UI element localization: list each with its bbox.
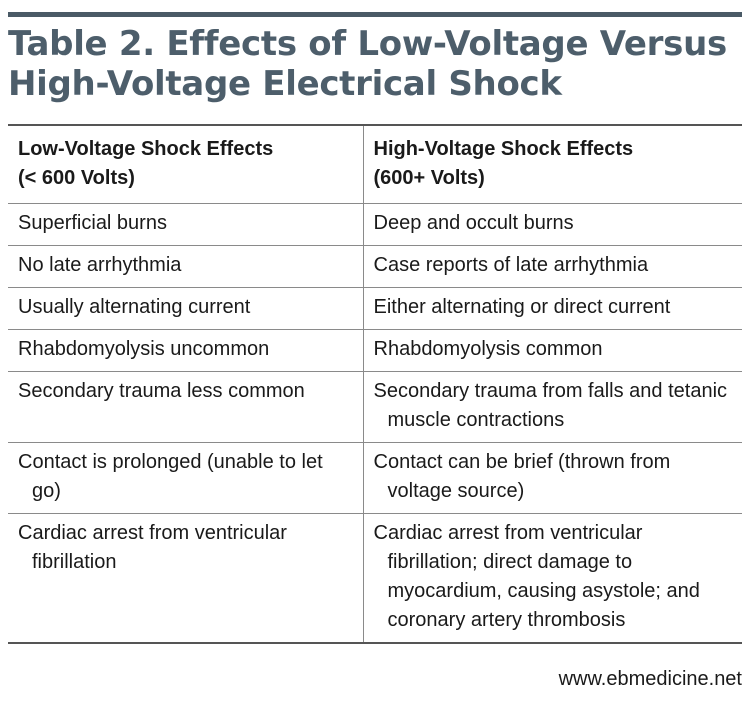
cell-text: Rhabdomyolysis common xyxy=(373,338,603,360)
header-low-voltage: Low-Voltage Shock Effects (< 600 Volts) xyxy=(8,124,364,204)
table-title-line-2: High-Voltage Electrical Shock xyxy=(8,64,562,104)
table-row: Usually alternating current Either alter… xyxy=(8,287,742,330)
header-row: Low-Voltage Shock Effects (< 600 Volts) … xyxy=(8,124,742,204)
low-voltage-cell: No late arrhythmia xyxy=(8,245,364,288)
table-row: Contact is prolonged (unable to let go) … xyxy=(8,442,742,514)
cell-text: Usually alternating current xyxy=(18,296,251,318)
header-high-voltage-label: High-Voltage Shock Effects xyxy=(373,138,634,160)
cell-text: Cardiac arrest from ventricular fibrilla… xyxy=(18,522,287,573)
high-voltage-cell: Deep and occult burns xyxy=(363,203,742,246)
low-voltage-cell: Usually alternating current xyxy=(8,287,364,330)
table-row: Rhabdomyolysis uncommon Rhabdomyolysis c… xyxy=(8,329,742,372)
header-high-voltage: High-Voltage Shock Effects (600+ Volts) xyxy=(363,124,742,204)
high-voltage-cell: Either alternating or direct current xyxy=(363,287,742,330)
cell-text: Deep and occult burns xyxy=(373,212,574,234)
high-voltage-cell: Rhabdomyolysis common xyxy=(363,329,742,372)
table-title-line-1: Table 2. Effects of Low-Voltage Versus xyxy=(8,24,727,64)
low-voltage-cell: Contact is prolonged (unable to let go) xyxy=(8,442,364,514)
high-voltage-cell: Case reports of late arrhythmia xyxy=(363,245,742,288)
table-title: Table 2. Effects of Low-Voltage Versus H… xyxy=(8,24,742,104)
low-voltage-cell: Secondary trauma less common xyxy=(8,371,364,443)
cell-text: Superficial burns xyxy=(18,212,167,234)
cell-text: Secondary trauma from falls and tetanic … xyxy=(373,380,728,431)
low-voltage-cell: Rhabdomyolysis uncommon xyxy=(8,329,364,372)
top-rule xyxy=(8,12,742,17)
cell-text: Either alternating or direct current xyxy=(373,296,671,318)
cell-text: No late arrhythmia xyxy=(18,254,182,276)
source-url: www.ebmedicine.net xyxy=(558,668,742,690)
high-voltage-cell: Cardiac arrest from ventricular fibrilla… xyxy=(363,513,742,644)
cell-text: Contact is prolonged (unable to let go) xyxy=(18,451,323,502)
high-voltage-cell: Contact can be brief (thrown from voltag… xyxy=(363,442,742,514)
header-low-voltage-label: Low-Voltage Shock Effects xyxy=(18,138,274,160)
cell-text: Rhabdomyolysis uncommon xyxy=(18,338,270,360)
header-low-voltage-range: (< 600 Volts) xyxy=(18,167,135,189)
table-row: No late arrhythmia Case reports of late … xyxy=(8,245,742,288)
cell-text: Contact can be brief (thrown from voltag… xyxy=(373,451,671,502)
cell-text: Secondary trauma less common xyxy=(18,380,305,402)
table-row: Superficial burns Deep and occult burns xyxy=(8,203,742,246)
low-voltage-cell: Cardiac arrest from ventricular fibrilla… xyxy=(8,513,364,644)
high-voltage-cell: Secondary trauma from falls and tetanic … xyxy=(363,371,742,443)
table-row: Secondary trauma less common Secondary t… xyxy=(8,371,742,443)
effects-table: Low-Voltage Shock Effects (< 600 Volts) … xyxy=(8,124,742,644)
cell-text: Cardiac arrest from ventricular fibrilla… xyxy=(373,522,700,631)
header-high-voltage-range: (600+ Volts) xyxy=(373,167,485,189)
low-voltage-cell: Superficial burns xyxy=(8,203,364,246)
table-row: Cardiac arrest from ventricular fibrilla… xyxy=(8,513,742,644)
cell-text: Case reports of late arrhythmia xyxy=(373,254,649,276)
